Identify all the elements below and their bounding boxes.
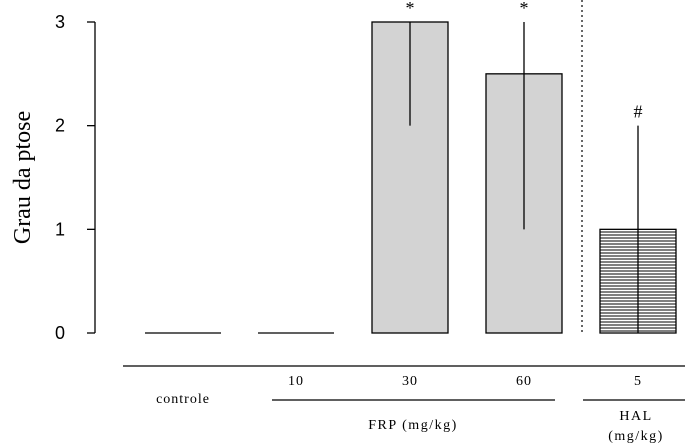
category-label-1: 10 xyxy=(288,374,304,389)
y-tick-label-0: 0 xyxy=(55,323,65,343)
annotation-3: * xyxy=(520,0,529,18)
category-label-4: 5 xyxy=(634,374,642,389)
axis-layer: 0 1 2 3 Grau da ptose xyxy=(10,0,685,401)
bars-layer xyxy=(145,21,677,334)
y-tick-label-3: 3 xyxy=(55,12,65,32)
group-label-1-line-0: HAL xyxy=(619,409,652,424)
group-label-1-line-1: (mg/kg) xyxy=(608,429,664,444)
annotation-4: # xyxy=(634,102,643,122)
labels-layer: * * # controle 10 30 60 5 FRP (mg/kg) HAL (mg/kg) xyxy=(156,0,664,444)
category-label-2: 30 xyxy=(402,374,418,389)
group-label-0: FRP (mg/kg) xyxy=(368,418,458,433)
category-label-3: 60 xyxy=(516,374,532,389)
annotation-2: * xyxy=(406,0,415,18)
y-axis-label: Grau da ptose xyxy=(10,111,36,244)
y-tick-label-1: 1 xyxy=(55,219,65,239)
y-tick-label-2: 2 xyxy=(55,116,65,136)
category-label-0: controle xyxy=(156,392,210,407)
